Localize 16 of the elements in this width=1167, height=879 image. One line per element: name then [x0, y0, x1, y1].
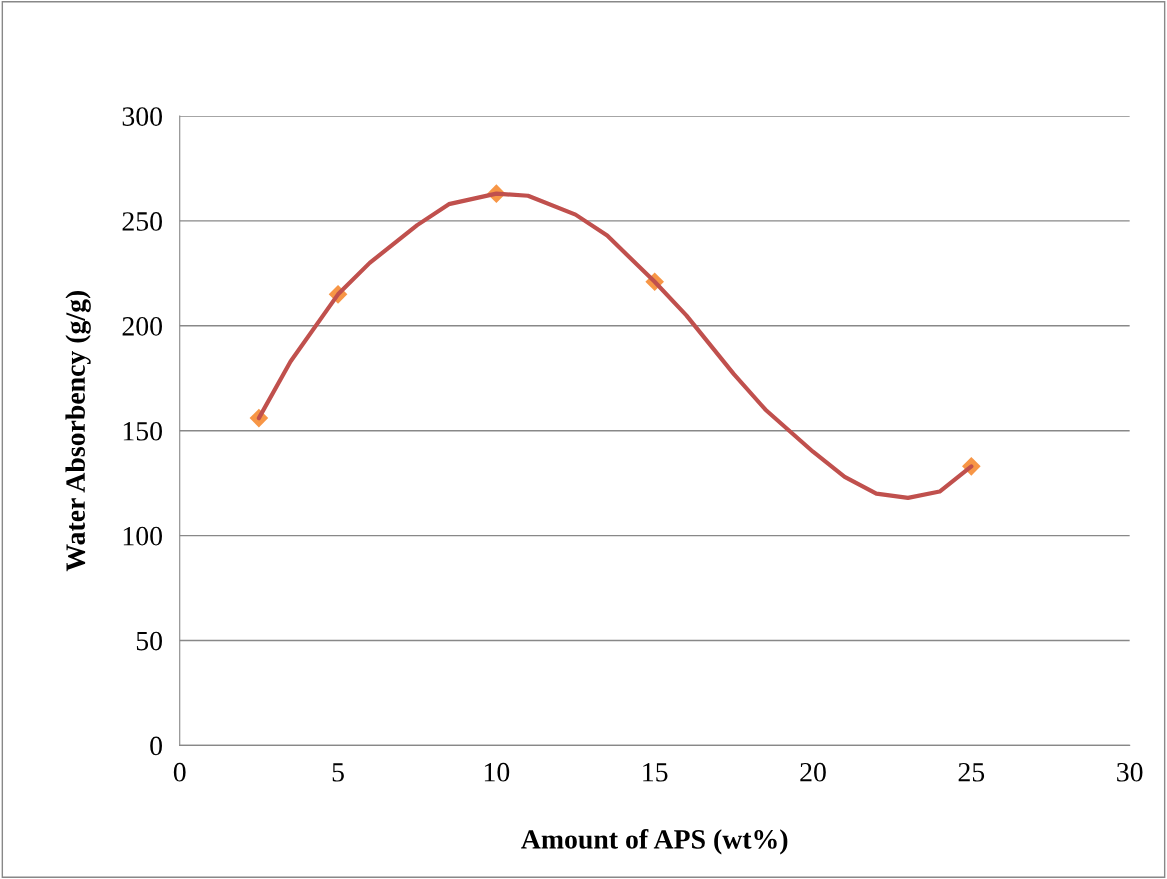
y-tick-label: 0 [150, 736, 162, 756]
y-tick-label: 50 [136, 631, 162, 651]
x-tick-label: 10 [484, 762, 510, 782]
x-tick-label: 20 [800, 762, 826, 782]
y-tick-label: 250 [122, 212, 162, 231]
y-tick-label: 100 [123, 526, 162, 546]
x-axis-title: Amount of APS (wt%) [521, 828, 788, 855]
x-tick-label: 30 [1117, 762, 1143, 782]
y-axis-title: Water Absorbency (g/g) [65, 290, 91, 572]
x-tick-label: 25 [958, 762, 985, 782]
y-tick-label: 300 [122, 107, 162, 126]
x-tick-label: 0 [173, 762, 186, 782]
y-tick-label: 200 [122, 316, 162, 336]
x-tick-label: 5 [332, 763, 344, 782]
y-tick-label: 150 [123, 421, 162, 441]
x-tick-label: 15 [643, 763, 668, 782]
